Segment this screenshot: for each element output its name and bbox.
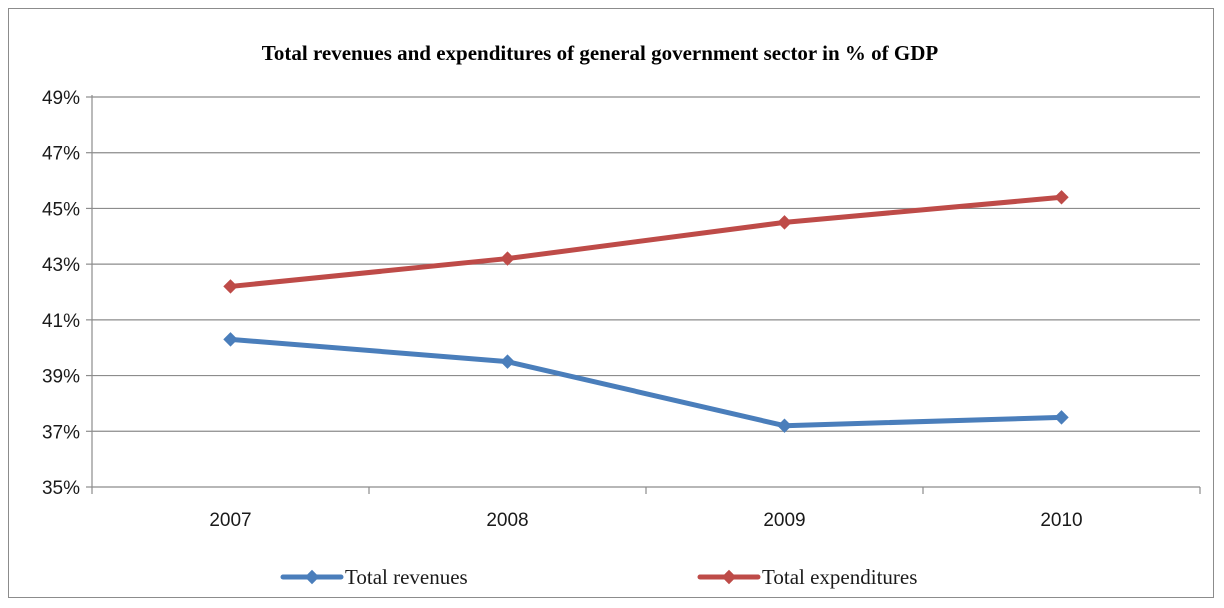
x-tick-label: 2008 — [486, 510, 528, 531]
series-total-expenditures — [223, 190, 1069, 294]
axes — [91, 95, 1200, 488]
data-point — [1054, 190, 1069, 205]
series-line — [228, 336, 1064, 429]
y-tick-label: 43% — [42, 255, 80, 276]
x-tick-label: 2010 — [1040, 510, 1082, 531]
data-point — [500, 251, 515, 266]
chart-title: Total revenues and expenditures of gener… — [262, 41, 939, 65]
y-tick-label: 35% — [42, 478, 80, 499]
y-tick-label: 47% — [42, 144, 80, 165]
x-axis-ticks: 2007 2008 2009 2010 — [91, 487, 1201, 531]
legend-item: Total revenues — [280, 565, 468, 589]
y-tick-label: 45% — [42, 199, 80, 220]
x-tick-label: 2009 — [763, 510, 805, 531]
legend-label: Total expenditures — [762, 565, 917, 589]
y-tick-label: 37% — [42, 422, 80, 443]
data-point — [223, 279, 238, 294]
legend-item: Total expenditures — [697, 565, 917, 589]
legend-swatch-marker — [721, 569, 737, 585]
legend: Total revenues Total expenditures — [280, 565, 917, 589]
series-total-revenues — [223, 332, 1069, 433]
data-point — [500, 354, 515, 369]
y-tick-label: 39% — [42, 367, 80, 388]
chart-frame — [8, 8, 1214, 598]
legend-swatch-marker — [304, 569, 320, 585]
y-tick-label: 41% — [42, 311, 80, 332]
y-axis-ticks: 35% 37% 39% 41% 43% 45% 47% 49% — [42, 88, 92, 499]
y-tick-label: 49% — [42, 88, 80, 109]
data-point — [777, 418, 792, 433]
data-point — [1054, 410, 1069, 425]
grid-lines — [92, 96, 1200, 432]
x-tick-label: 2007 — [209, 510, 251, 531]
data-point — [223, 332, 238, 347]
series-line — [228, 194, 1064, 289]
legend-label: Total revenues — [345, 565, 468, 589]
data-point — [777, 215, 792, 230]
series-group — [223, 190, 1069, 433]
